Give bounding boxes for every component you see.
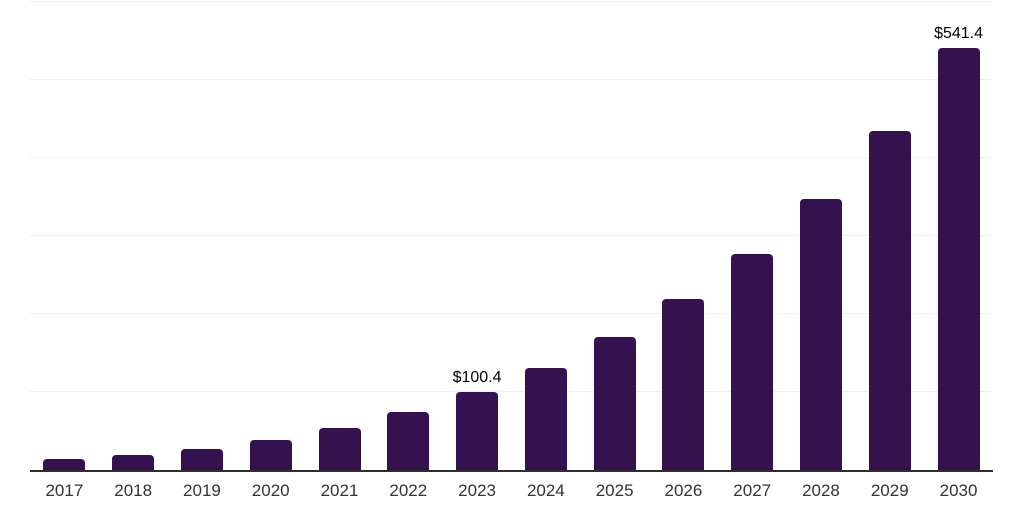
bar-2018	[112, 454, 155, 470]
bar-slot-2028	[787, 2, 856, 470]
gridline-200	[30, 313, 993, 314]
gridline-600	[30, 1, 993, 2]
bar-2030	[937, 47, 980, 470]
bar-2026	[662, 298, 705, 470]
x-tick-label-2029: 2029	[870, 481, 909, 500]
bar-slot-2018	[99, 2, 168, 470]
bar-slot-2025	[580, 2, 649, 470]
x-tick-label-2025: 2025	[595, 481, 634, 500]
bar-slot-2017	[30, 2, 99, 470]
bar-2028	[799, 198, 842, 470]
x-tick-label-2019: 2019	[183, 481, 221, 500]
x-tick-label-2030: 2030	[939, 481, 978, 500]
bar-slot-2026	[649, 2, 718, 470]
x-tick-label-2027: 2027	[733, 481, 772, 500]
bar-2025	[593, 337, 636, 470]
bar-slot-2021	[305, 2, 374, 470]
bar-slot-2020	[236, 2, 305, 470]
x-tick-label-2028: 2028	[802, 481, 840, 500]
bars-container: $100.4 $541.4	[30, 2, 993, 470]
gridline-500	[30, 79, 993, 80]
x-tick-label-2023: 2023	[458, 481, 496, 500]
x-tick-label-2018: 2018	[114, 481, 153, 500]
bar-value-label-2023: $100.4	[452, 368, 502, 386]
x-tick-label-2022: 2022	[389, 481, 428, 500]
bar-slot-2023: $100.4	[443, 2, 512, 470]
bar-2027	[731, 253, 774, 470]
x-tick-label-2017: 2017	[45, 481, 84, 500]
plot-area: $100.4 $541.4	[30, 1, 993, 472]
bar-2021	[318, 428, 361, 470]
bar-slot-2029	[855, 2, 924, 470]
bar-slot-2027	[718, 2, 787, 470]
bar-slot-2024	[511, 2, 580, 470]
bar-value-label-2030: $541.4	[934, 24, 984, 42]
x-tick-label-2024: 2024	[526, 481, 565, 500]
gridline-100	[30, 391, 993, 392]
x-axis-labels: 2017 2018 2019 2020 2021 2022 2023 2024 2025 2026…	[30, 481, 993, 501]
bar-2029	[868, 130, 911, 470]
bar-2024	[524, 367, 567, 470]
x-tick-label-2026: 2026	[664, 481, 703, 500]
bar-2017	[43, 459, 86, 470]
bar-slot-2019	[168, 2, 237, 470]
bar-slot-2022	[374, 2, 443, 470]
bar-slot-2030: $541.4	[924, 2, 993, 470]
x-axis-line	[30, 470, 993, 472]
gridline-400	[30, 157, 993, 158]
gridline-300	[30, 235, 993, 236]
x-tick-label-2021: 2021	[320, 481, 359, 500]
bar-2019	[180, 448, 223, 470]
x-tick-label-2020: 2020	[251, 481, 290, 500]
bar-2023	[456, 391, 499, 470]
bar-2020	[249, 440, 292, 470]
bar-2022	[387, 412, 430, 470]
